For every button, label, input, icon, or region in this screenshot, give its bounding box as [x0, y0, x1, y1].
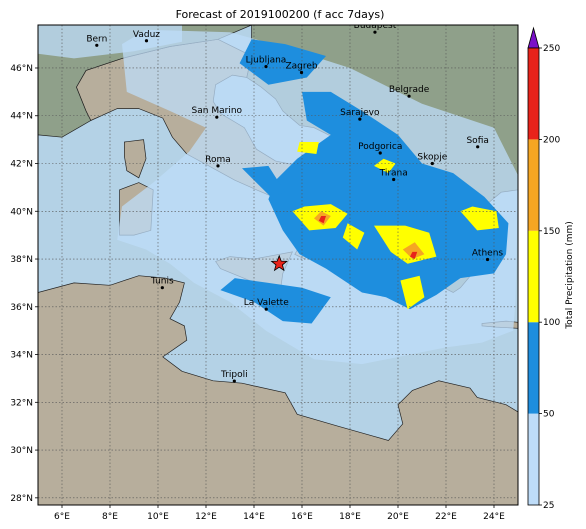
lon-tick-label: 8°E — [102, 512, 118, 522]
city-label: Skopje — [417, 153, 447, 163]
precip-region-15 — [318, 216, 326, 224]
colorbar-segment — [528, 48, 539, 140]
lon-tick-label: 24°E — [483, 512, 505, 522]
city-label: Tripoli — [220, 370, 248, 380]
city-label: Budapest — [354, 21, 397, 31]
city-dot — [476, 145, 480, 149]
city-label: Belgrade — [389, 85, 430, 95]
star-marker — [270, 254, 288, 272]
city-label: Podgorica — [358, 142, 402, 152]
lon-tick-label: 16°E — [291, 512, 313, 522]
lat-tick-label: 34°N — [10, 351, 33, 361]
city-label: Ljubljana — [246, 56, 287, 66]
colorbar: 25 50 100 150 200 250 — [527, 26, 560, 511]
lon-tick-label: 10°E — [147, 512, 169, 522]
lon-tick-label: 20°E — [387, 512, 409, 522]
city-dot — [430, 161, 434, 166]
city-label: Sarajevo — [340, 108, 380, 118]
city-dot — [373, 30, 377, 34]
colorbar-tick-label: 250 — [543, 44, 560, 54]
lat-tick-label: 44°N — [10, 112, 33, 122]
precipitation-layer — [38, 25, 518, 365]
colorbar-segment — [528, 139, 539, 231]
precip-region-11 — [374, 158, 396, 174]
city-dot — [216, 164, 220, 168]
colorbar-frame — [527, 47, 540, 506]
city-dot — [299, 70, 304, 75]
lat-tick-label: 40°N — [10, 207, 33, 217]
colorbar-segment — [528, 230, 539, 323]
city-dot — [95, 43, 99, 47]
precip-region-2 — [268, 91, 509, 310]
land-corsica — [124, 139, 147, 179]
lat-tick-label: 38°N — [10, 255, 33, 265]
city-dot — [358, 117, 362, 121]
city-dot — [485, 257, 490, 262]
city-dot — [232, 379, 236, 383]
colorbar-extend — [527, 26, 540, 49]
city-dot — [392, 177, 396, 182]
city-label: Tunis — [150, 277, 174, 287]
precip-region-9 — [400, 275, 425, 310]
lat-tick-label: 30°N — [10, 446, 33, 456]
precip-region-8 — [460, 206, 499, 231]
colorbar-tick-label: 50 — [543, 410, 555, 420]
precip-region-5 — [242, 165, 286, 197]
lat-tick-label: 28°N — [10, 494, 33, 504]
city-label: Tirana — [379, 169, 408, 179]
lon-tick-label: 14°E — [243, 512, 265, 522]
lon-tick-label: 22°E — [435, 512, 457, 522]
lon-tick-label: 18°E — [339, 512, 361, 522]
city-label: Bern — [86, 34, 107, 44]
city-label: Vaduz — [133, 30, 160, 40]
lat-tick-label: 36°N — [10, 303, 33, 313]
lat-tick-label: 42°N — [10, 160, 33, 170]
colorbar-tick-label: 25 — [543, 501, 554, 511]
colorbar-tick-label: 200 — [543, 135, 560, 145]
map-axes: 6°E 8°E 10°E 12°E 14°E 16°E 18°E 20°E 22°E 24°E 28… — [10, 64, 505, 522]
lon-tick-label: 6°E — [54, 512, 70, 522]
graticule — [38, 25, 518, 505]
colorbar-label: Total Precipitation (mm) — [565, 221, 575, 330]
colorbar-segment — [528, 322, 539, 414]
precip-region-14 — [402, 242, 425, 259]
precip-region-4 — [239, 39, 326, 85]
lon-tick-label: 12°E — [195, 512, 217, 522]
map-frame — [37, 24, 519, 506]
city-dot — [160, 286, 164, 290]
city-dot — [378, 151, 382, 155]
precip-region-12 — [297, 142, 319, 154]
precip-region-10 — [342, 223, 365, 250]
city-dot — [215, 115, 219, 119]
precip-region-16 — [410, 251, 418, 259]
city-label: La Valette — [244, 298, 289, 308]
city-label: Roma — [205, 155, 231, 165]
colorbar-segment — [528, 413, 539, 505]
city-dot — [264, 64, 268, 69]
marker-layer — [270, 254, 288, 272]
lat-tick-label: 32°N — [10, 398, 33, 408]
precip-region-3 — [220, 278, 331, 324]
city-dot — [407, 94, 411, 98]
colorbar-tick-label: 150 — [543, 227, 560, 237]
city-dot — [144, 39, 149, 43]
lat-tick-label: 46°N — [10, 64, 33, 74]
city-label: San Marino — [192, 106, 243, 116]
city-label: Sofia — [466, 136, 488, 146]
city-label: Zagreb — [285, 62, 317, 72]
city-dot — [264, 307, 268, 311]
city-label: Athens — [472, 249, 503, 259]
figure-title: Forecast of 2019100200 (f acc 7days) — [176, 8, 385, 21]
precip-region-1 — [38, 25, 182, 59]
colorbar-tick-label: 100 — [543, 318, 560, 328]
